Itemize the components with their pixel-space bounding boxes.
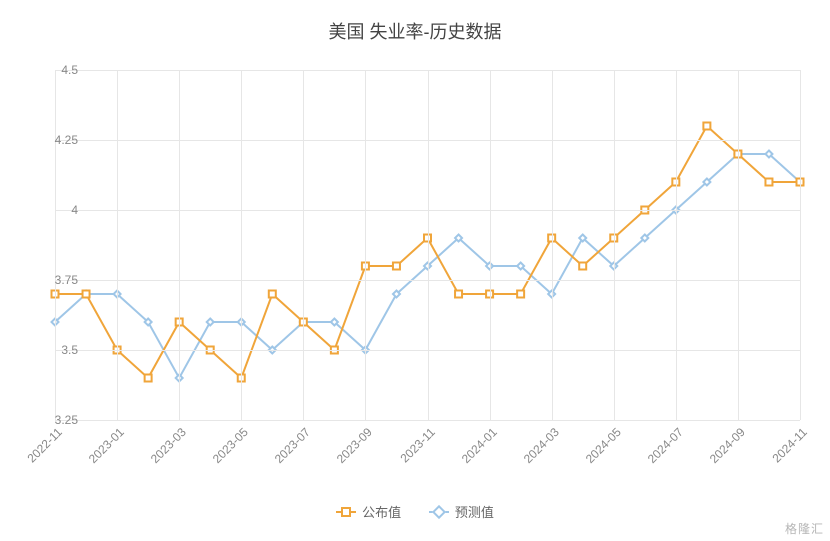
x-tick-label: 2023-01 <box>86 425 127 466</box>
x-tick-label: 2023-11 <box>397 425 437 465</box>
x-tick-label: 2023-09 <box>334 425 375 466</box>
marker-actual <box>517 291 524 298</box>
marker-forecast <box>145 319 152 326</box>
marker-forecast <box>641 235 648 242</box>
x-tick-label: 2024-03 <box>521 425 562 466</box>
legend-label-actual: 公布值 <box>362 502 401 521</box>
y-tick-label: 3.25 <box>38 413 78 427</box>
marker-forecast <box>455 235 462 242</box>
marker-actual <box>83 291 90 298</box>
legend-item-actual: 公布值 <box>336 502 401 521</box>
legend-swatch-forecast <box>429 511 449 513</box>
marker-actual <box>269 291 276 298</box>
marker-actual <box>393 263 400 270</box>
plot-area <box>55 70 800 420</box>
chart-title: 美国 失业率-历史数据 <box>0 0 830 44</box>
x-tick-label: 2024-09 <box>707 425 748 466</box>
x-tick-label: 2023-05 <box>210 425 251 466</box>
marker-actual <box>579 263 586 270</box>
marker-forecast <box>765 151 772 158</box>
x-tick-label: 2024-05 <box>583 425 624 466</box>
marker-actual <box>765 179 772 186</box>
x-tick-label: 2022-11 <box>24 425 64 465</box>
marker-forecast <box>331 319 338 326</box>
y-tick-label: 4.5 <box>38 63 78 77</box>
x-tick-label: 2024-01 <box>458 425 499 466</box>
y-tick-label: 4 <box>38 203 78 217</box>
y-tick-label: 4.25 <box>38 133 78 147</box>
marker-forecast <box>517 263 524 270</box>
legend-item-forecast: 预测值 <box>429 502 494 521</box>
legend-swatch-actual <box>336 511 356 513</box>
marker-forecast <box>703 179 710 186</box>
marker-forecast <box>393 291 400 298</box>
marker-forecast <box>207 319 214 326</box>
legend: 公布值 预测值 <box>0 501 830 522</box>
x-tick-label: 2023-03 <box>148 425 189 466</box>
x-tick-label: 2024-11 <box>769 425 809 465</box>
x-tick-label: 2023-07 <box>272 425 313 466</box>
watermark: 格隆汇 <box>785 520 824 537</box>
y-tick-label: 3.75 <box>38 273 78 287</box>
chart-container: 美国 失业率-历史数据 公布值 预测值 格隆汇 3.25 3.5 3.75 4 4.25… <box>0 0 830 541</box>
y-tick-label: 3.5 <box>38 343 78 357</box>
marker-actual <box>703 123 710 130</box>
x-tick-label: 2024-07 <box>645 425 686 466</box>
marker-actual <box>455 291 462 298</box>
marker-actual <box>145 375 152 382</box>
marker-forecast <box>579 235 586 242</box>
legend-label-forecast: 预测值 <box>455 502 494 521</box>
